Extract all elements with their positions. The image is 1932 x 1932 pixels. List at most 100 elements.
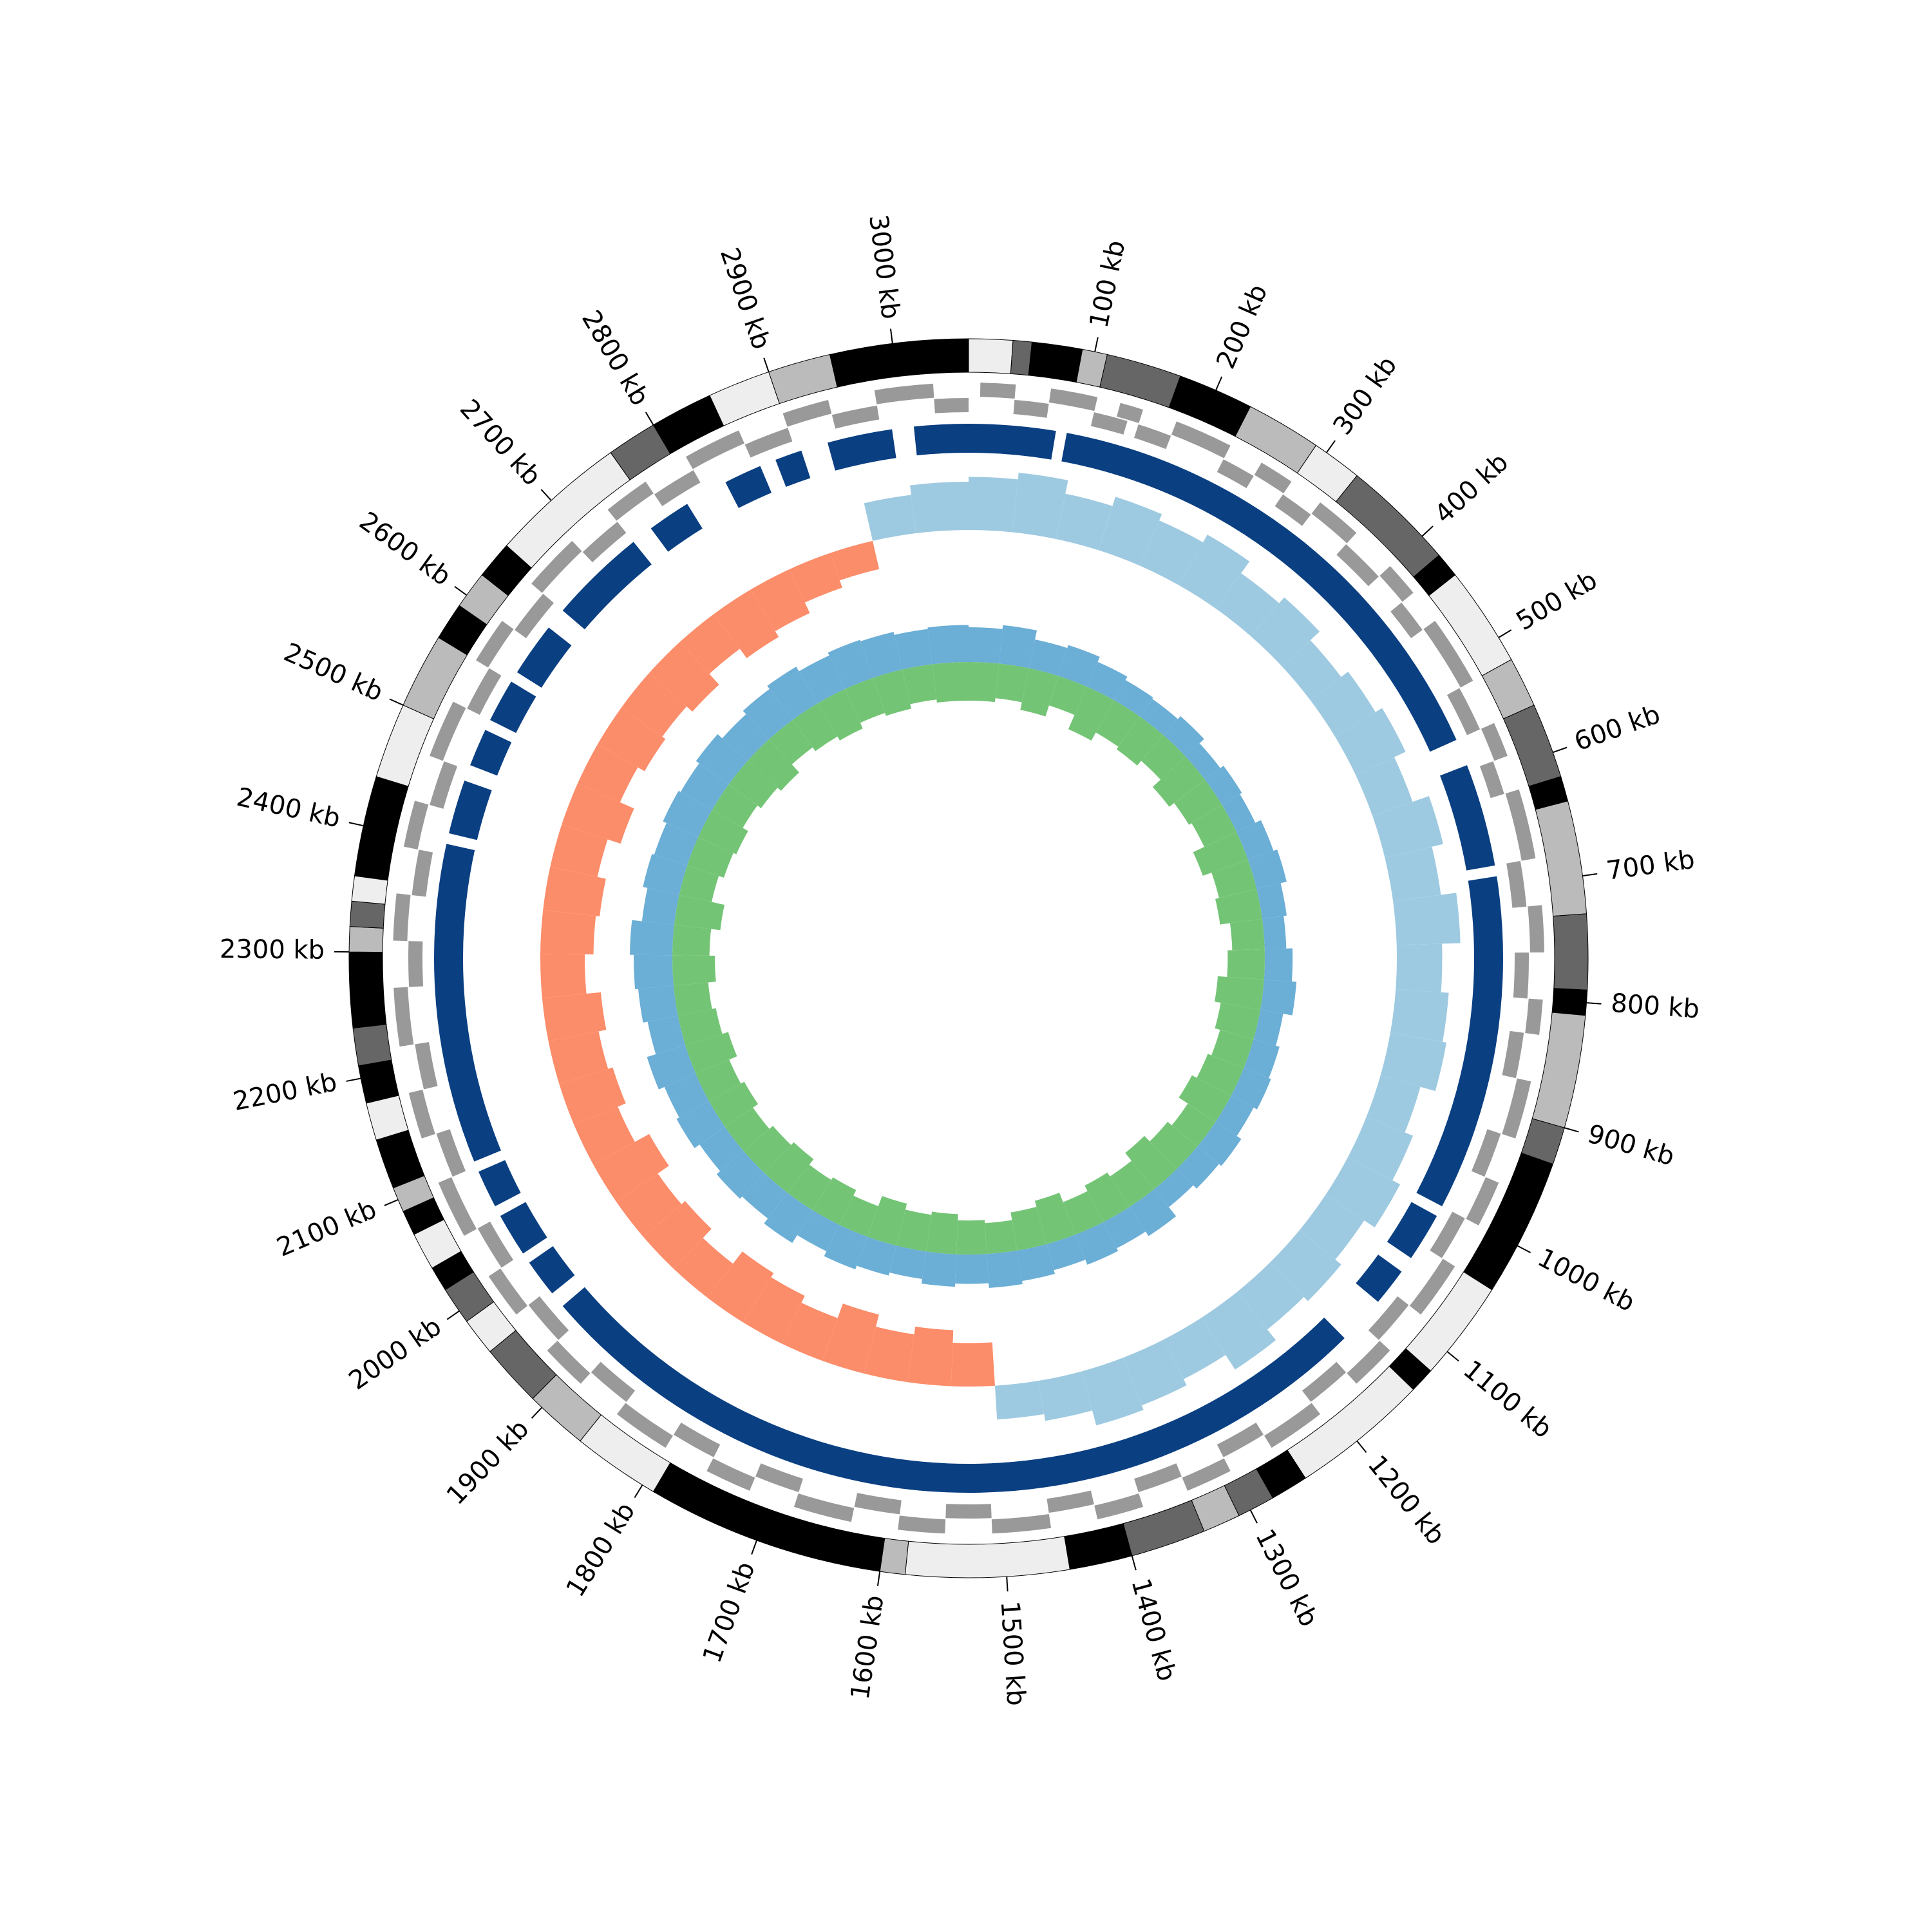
skew-bar (1372, 796, 1443, 858)
tick-label: 2500 kb (279, 638, 388, 708)
inner-bar (1260, 980, 1297, 1016)
gene (706, 1458, 755, 1491)
tick-mark (540, 489, 552, 501)
gene (1134, 1463, 1182, 1493)
skew-bar (1334, 708, 1406, 775)
inner-bar (1150, 1121, 1198, 1169)
skew-bar (1282, 640, 1341, 701)
band (1064, 1523, 1133, 1570)
skew-bar (1201, 1292, 1276, 1370)
inner-bar (932, 662, 969, 703)
inner-bar (995, 663, 1029, 703)
inner-bar (1139, 699, 1178, 735)
tick-label: 1700 kb (697, 1558, 761, 1667)
band (904, 1536, 1070, 1578)
gene (980, 383, 1016, 399)
block (650, 504, 703, 552)
tick-mark (1326, 440, 1336, 453)
inner-bar (654, 822, 699, 866)
gene (1046, 1490, 1094, 1513)
inner-bar (857, 1236, 896, 1276)
band (1428, 574, 1512, 676)
tick-mark (348, 822, 364, 827)
gene (1481, 723, 1508, 761)
inner-bar (955, 1254, 989, 1284)
gene (438, 1177, 477, 1236)
tick-mark (876, 1571, 881, 1586)
gene (755, 1463, 803, 1493)
gene (1513, 952, 1529, 999)
inner-bar (743, 688, 793, 740)
inner-bar (724, 1107, 770, 1151)
gene (1217, 1422, 1264, 1457)
skew-bar (750, 569, 810, 632)
gene (1090, 412, 1128, 435)
skew-bar (649, 641, 719, 712)
gene (607, 481, 654, 521)
inner-bar (641, 887, 679, 925)
band (1535, 800, 1587, 917)
inner-bar (1177, 1146, 1219, 1189)
gene (874, 383, 934, 404)
skew-bar (1139, 520, 1204, 585)
inner-bar (1152, 756, 1206, 807)
inner-bar (889, 1245, 927, 1280)
block (1439, 765, 1495, 871)
gene (1528, 905, 1544, 953)
skew-bar (1390, 989, 1449, 1042)
gene (1336, 544, 1379, 587)
tick-mark (389, 698, 404, 706)
inner-bar (1236, 820, 1274, 860)
skew-bar (830, 540, 880, 581)
tick-label: 1400 kb (1126, 1575, 1182, 1684)
skew-bar (706, 1251, 774, 1323)
inner-bar (1048, 676, 1087, 715)
block (1356, 1255, 1402, 1302)
skew-bar (1250, 597, 1320, 667)
inner-bar (643, 854, 688, 895)
inner-bar (1197, 1054, 1244, 1096)
inner-bar (716, 1151, 765, 1199)
gene (393, 987, 414, 1047)
inner-bar (687, 837, 734, 878)
tick-label: 2300 kb (220, 934, 325, 965)
tick-mark (1552, 746, 1567, 753)
gene (1390, 602, 1423, 638)
tick-mark (1582, 873, 1598, 876)
skew-bar (574, 1106, 635, 1165)
inner-bar (1171, 1103, 1216, 1147)
skew-bar (790, 553, 842, 603)
skew-bar (1163, 1318, 1226, 1379)
inner-bar (747, 739, 799, 791)
inner-bar (664, 1074, 709, 1118)
gene (654, 470, 701, 506)
band (348, 951, 387, 1028)
band (709, 371, 781, 426)
gene (1182, 1458, 1231, 1491)
skew-bar (593, 1133, 669, 1202)
skew-bar (714, 589, 779, 658)
skew-bar (1081, 1358, 1144, 1426)
inner-bar (867, 1196, 907, 1246)
gene (782, 400, 832, 427)
tick-label: 2100 kb (272, 1195, 381, 1263)
inner-bar (1215, 976, 1264, 1010)
gene (408, 1089, 435, 1139)
gene (1274, 494, 1311, 526)
inner-bar (647, 1045, 696, 1090)
inner-bar (722, 714, 770, 761)
tick-mark (454, 585, 468, 596)
tick-label: 2900 kb (714, 244, 776, 353)
inner-bar (712, 784, 758, 828)
tick-label: 3000 kb (863, 213, 905, 321)
skew-bar (1056, 493, 1113, 551)
band (768, 354, 838, 404)
inner-bar (1185, 743, 1221, 780)
gene (403, 800, 429, 849)
inner-bar (1086, 661, 1128, 701)
inner-bar (676, 1101, 725, 1148)
inner-bar (1262, 916, 1287, 949)
inner-bar (674, 895, 724, 931)
block (1416, 876, 1503, 1207)
gene (1466, 1177, 1499, 1226)
